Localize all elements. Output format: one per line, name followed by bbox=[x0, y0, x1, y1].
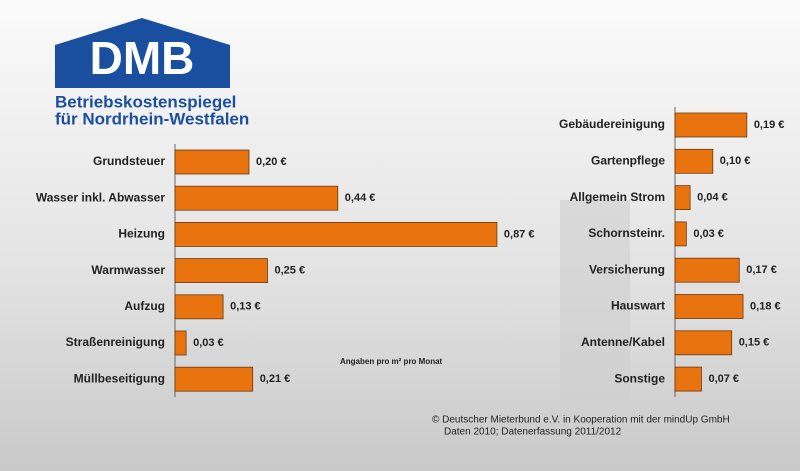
value-label: 0,15 € bbox=[739, 337, 770, 349]
value-label: 0,03 € bbox=[693, 228, 724, 240]
value-label: 0,18 € bbox=[750, 300, 781, 312]
bar bbox=[674, 366, 702, 392]
bar bbox=[174, 366, 254, 392]
bar bbox=[674, 148, 714, 174]
category-label: Gartenpflege bbox=[591, 153, 665, 167]
bar bbox=[174, 149, 250, 175]
category-label: Wasser inkl. Abwasser bbox=[36, 190, 166, 204]
category-label: Straßenreinigung bbox=[66, 335, 165, 349]
value-label: 0,13 € bbox=[230, 301, 261, 313]
category-label: Allgemein Strom bbox=[570, 190, 665, 204]
category-label: Grundsteuer bbox=[93, 154, 165, 168]
value-label: 0,07 € bbox=[708, 373, 739, 385]
value-label: 0,19 € bbox=[754, 119, 785, 131]
value-label: 0,04 € bbox=[697, 192, 728, 204]
value-label: 0,21 € bbox=[260, 373, 291, 385]
category-label: Schornsteinr. bbox=[588, 226, 665, 240]
category-label: Aufzug bbox=[124, 299, 165, 313]
bar bbox=[174, 185, 339, 211]
footnote: © Deutscher Mieterbund e.V. in Kooperati… bbox=[432, 415, 730, 426]
annotation: Angaben pro m² pro Monat bbox=[340, 357, 443, 366]
bar bbox=[674, 185, 691, 211]
bar bbox=[674, 112, 748, 138]
bar bbox=[674, 221, 687, 247]
logo-house bbox=[55, 18, 230, 88]
category-label: Warmwasser bbox=[91, 263, 165, 277]
logo-line: für Nordrhein-Westfalen bbox=[55, 109, 249, 128]
category-label: Hauswart bbox=[611, 299, 665, 313]
value-label: 0,03 € bbox=[193, 337, 224, 349]
footnote: Daten 2010; Datenerfassung 2011/2012 bbox=[444, 427, 622, 438]
category-label: Versicherung bbox=[589, 262, 665, 276]
bar bbox=[674, 294, 744, 319]
category-label: Sonstige bbox=[614, 371, 665, 385]
value-label: 0,87 € bbox=[504, 228, 535, 240]
chimney bbox=[560, 200, 630, 400]
value-label: 0,44 € bbox=[345, 192, 376, 204]
bar bbox=[674, 257, 740, 283]
bar bbox=[174, 294, 224, 320]
logo: DMB Betriebskostenspiegel für Nordrhein-… bbox=[55, 18, 249, 128]
value-label: 0,17 € bbox=[746, 264, 777, 276]
category-label: Antenne/Kabel bbox=[581, 335, 665, 349]
category-label: Müllbeseitigung bbox=[74, 371, 165, 385]
bar bbox=[174, 258, 268, 284]
logo-line: Betriebskostenspiegel bbox=[55, 92, 236, 111]
bar bbox=[174, 221, 498, 247]
value-label: 0,20 € bbox=[256, 156, 287, 168]
category-label: Gebäudereinigung bbox=[559, 117, 665, 131]
logo-mark: DMB bbox=[90, 32, 195, 84]
category-label: Heizung bbox=[118, 227, 165, 241]
bar bbox=[174, 330, 187, 356]
bar bbox=[674, 330, 733, 356]
value-label: 0,25 € bbox=[275, 265, 306, 277]
value-label: 0,10 € bbox=[720, 155, 751, 167]
